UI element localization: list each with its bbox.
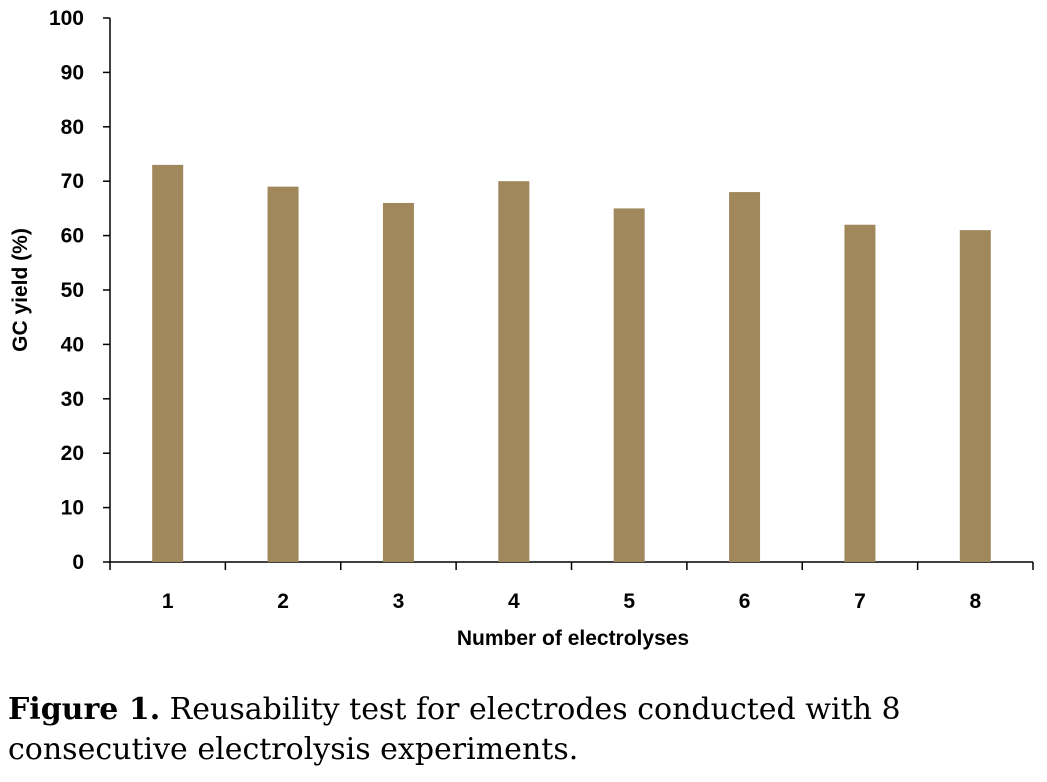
- x-axis: 1 2 3 4 5 6 7 8: [109, 561, 1034, 613]
- y-tick-label: 50: [61, 279, 84, 302]
- y-tick-label: 80: [61, 116, 84, 139]
- y-tick-label: 90: [61, 61, 84, 84]
- x-tick-label: 8: [969, 590, 981, 613]
- x-tick-label: 4: [508, 590, 520, 613]
- figure-caption: Figure 1. Reusability test for electrode…: [8, 690, 1043, 770]
- x-tick-label: 7: [854, 590, 866, 613]
- bar: [613, 208, 645, 562]
- y-tick-label: 0: [72, 551, 84, 574]
- figure-caption-label: Figure 1.: [8, 692, 161, 727]
- x-tick-label: 1: [162, 590, 174, 613]
- y-tick-label: 100: [49, 7, 84, 30]
- bar-chart: 0 10 20 30 40 50 60 70 80 90 100 1 2 3 4 5 6 7 8 Number o…: [9, 7, 1034, 650]
- x-tick-labels: 1 2 3 4 5 6 7 8: [109, 562, 1034, 613]
- y-axis: 0 10 20 30 40 50 60 70 80 90 100: [49, 7, 111, 574]
- bar: [382, 202, 414, 562]
- y-tick-label: 70: [61, 170, 84, 193]
- x-axis-title: Number of electrolyses: [457, 627, 689, 650]
- y-tick-label: 10: [61, 497, 84, 520]
- bar: [267, 186, 299, 562]
- x-tick-label: 3: [393, 590, 405, 613]
- bar: [844, 224, 876, 562]
- x-tick-label: 2: [277, 590, 289, 613]
- bar: [498, 181, 530, 562]
- bar: [729, 192, 761, 562]
- bar: [959, 230, 991, 562]
- figure-caption-text: Reusability test for electrodes conducte…: [8, 692, 901, 767]
- y-axis-title: GC yield (%): [9, 228, 32, 352]
- bar: [152, 164, 184, 562]
- y-tick-label: 40: [61, 333, 84, 356]
- y-tick-label: 30: [61, 388, 84, 411]
- bar-series: [152, 164, 991, 562]
- y-tick-labels: 0 10 20 30 40 50 60 70 80 90 100: [49, 7, 110, 574]
- y-tick-label: 60: [61, 225, 84, 248]
- x-tick-label: 6: [739, 590, 751, 613]
- x-tick-label: 5: [623, 590, 635, 613]
- y-tick-label: 20: [61, 442, 84, 465]
